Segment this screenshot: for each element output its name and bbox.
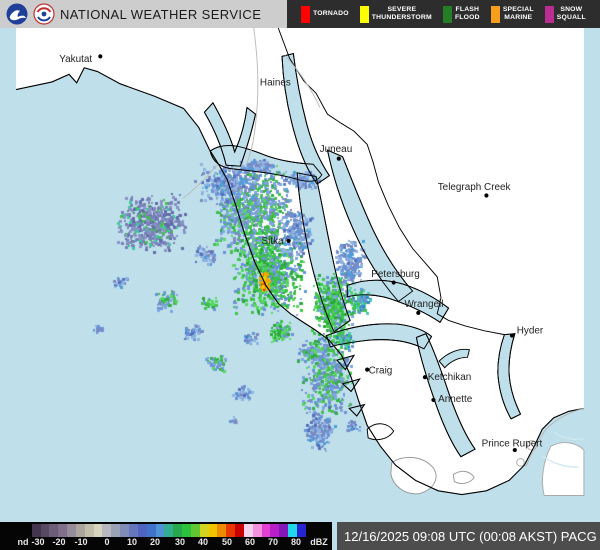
colorbar-segment — [93, 524, 103, 537]
colorbar-segment — [49, 524, 59, 537]
header-bar: NATIONAL WEATHER SERVICE TORNADO SEVERE T… — [0, 0, 600, 28]
radar-map[interactable]: Yakutat Haines Juneau Telegraph Creek Sitka P… — [0, 28, 600, 522]
colorbar-tick: -20 — [52, 537, 66, 547]
colorbar-segment — [146, 524, 156, 537]
colorbar-gradient — [14, 524, 306, 537]
warning-swatch-icon — [442, 5, 452, 23]
warning-swatch-icon — [490, 5, 500, 23]
colorbar-segment — [252, 524, 262, 537]
colorbar-segment — [235, 524, 244, 537]
colorbar-segment — [226, 524, 236, 537]
colorbar-tick: 30 — [174, 537, 186, 547]
colorbar-segment — [155, 524, 165, 537]
warning-swatch-icon — [301, 5, 311, 23]
colorbar-segment — [243, 524, 253, 537]
colorbar-segment — [208, 524, 218, 537]
colorbar-segment — [84, 524, 94, 537]
colorbar-tick: 60 — [244, 537, 256, 547]
warning-legend-item: FLASH FLOOD — [442, 5, 480, 23]
colorbar-segment — [102, 524, 112, 537]
noaa-logo-icon — [6, 3, 28, 25]
colorbar-segment — [173, 524, 183, 537]
colorbar-segment — [270, 524, 280, 537]
colorbar-segment — [190, 524, 200, 537]
colorbar-tick: dBZ — [310, 537, 328, 547]
warning-legend: TORNADO SEVERE THUNDERSTORM FLASH FLOOD SPE… — [287, 0, 600, 28]
colorbar-segment — [297, 524, 306, 537]
warning-swatch-icon — [544, 5, 554, 23]
colorbar-segment — [164, 524, 174, 537]
colorbar-tick: nd — [17, 537, 29, 547]
warning-legend-item: TORNADO — [301, 5, 349, 23]
warning-label: SEVERE THUNDERSTORM — [371, 5, 432, 21]
colorbar-segment — [67, 524, 76, 537]
colorbar-segment — [22, 524, 32, 537]
header-branding: NATIONAL WEATHER SERVICE — [0, 0, 287, 28]
reflectivity-colorbar: nd -30 -20 -10 0 10 20 30 40 50 60 70 80 dBZ — [0, 522, 332, 550]
colorbar-segment — [182, 524, 191, 537]
colorbar-segment — [128, 524, 138, 537]
colorbar-segment — [14, 524, 23, 537]
colorbar-segment — [120, 524, 129, 537]
agency-title: NATIONAL WEATHER SERVICE — [60, 6, 262, 22]
nws-logo-icon — [33, 3, 55, 25]
colorbar-tick: 20 — [149, 537, 161, 547]
colorbar-tick: -10 — [74, 537, 88, 547]
timestamp-text: 12/16/2025 09:08 UTC (00:08 AKST) PACG — [344, 528, 597, 544]
warning-swatch-icon — [359, 5, 369, 23]
colorbar-tick: 10 — [126, 537, 138, 547]
colorbar-tick: 40 — [197, 537, 209, 547]
colorbar-segment — [288, 524, 297, 537]
radar-echoes-layer[interactable] — [0, 28, 600, 522]
colorbar-tick: -30 — [31, 537, 45, 547]
timestamp-bar: 12/16/2025 09:08 UTC (00:08 AKST) PACG — [337, 522, 600, 550]
colorbar-segment — [137, 524, 147, 537]
colorbar-segment — [279, 524, 289, 537]
warning-label: TORNADO — [313, 9, 349, 17]
colorbar-segment — [111, 524, 121, 537]
colorbar-tick: 70 — [267, 537, 279, 547]
warning-legend-item: SPECIAL MARINE — [490, 5, 534, 23]
colorbar-segment — [217, 524, 227, 537]
warning-label: SPECIAL MARINE — [502, 5, 534, 21]
colorbar-segment — [40, 524, 50, 537]
colorbar-tick: 0 — [104, 537, 110, 547]
colorbar-segment — [261, 524, 271, 537]
colorbar-segment — [58, 524, 68, 537]
warning-label: FLASH FLOOD — [454, 5, 480, 21]
warning-legend-item: SEVERE THUNDERSTORM — [359, 5, 432, 23]
colorbar-segment — [75, 524, 85, 537]
colorbar-segment — [31, 524, 41, 537]
colorbar-tick: 50 — [221, 537, 233, 547]
warning-label: SNOW SQUALL — [556, 5, 586, 21]
colorbar-segment — [199, 524, 209, 537]
bottom-bar: nd -30 -20 -10 0 10 20 30 40 50 60 70 80 dBZ 12/16/20… — [0, 522, 600, 550]
warning-legend-item: SNOW SQUALL — [544, 5, 586, 23]
colorbar-tick: 80 — [290, 537, 302, 547]
